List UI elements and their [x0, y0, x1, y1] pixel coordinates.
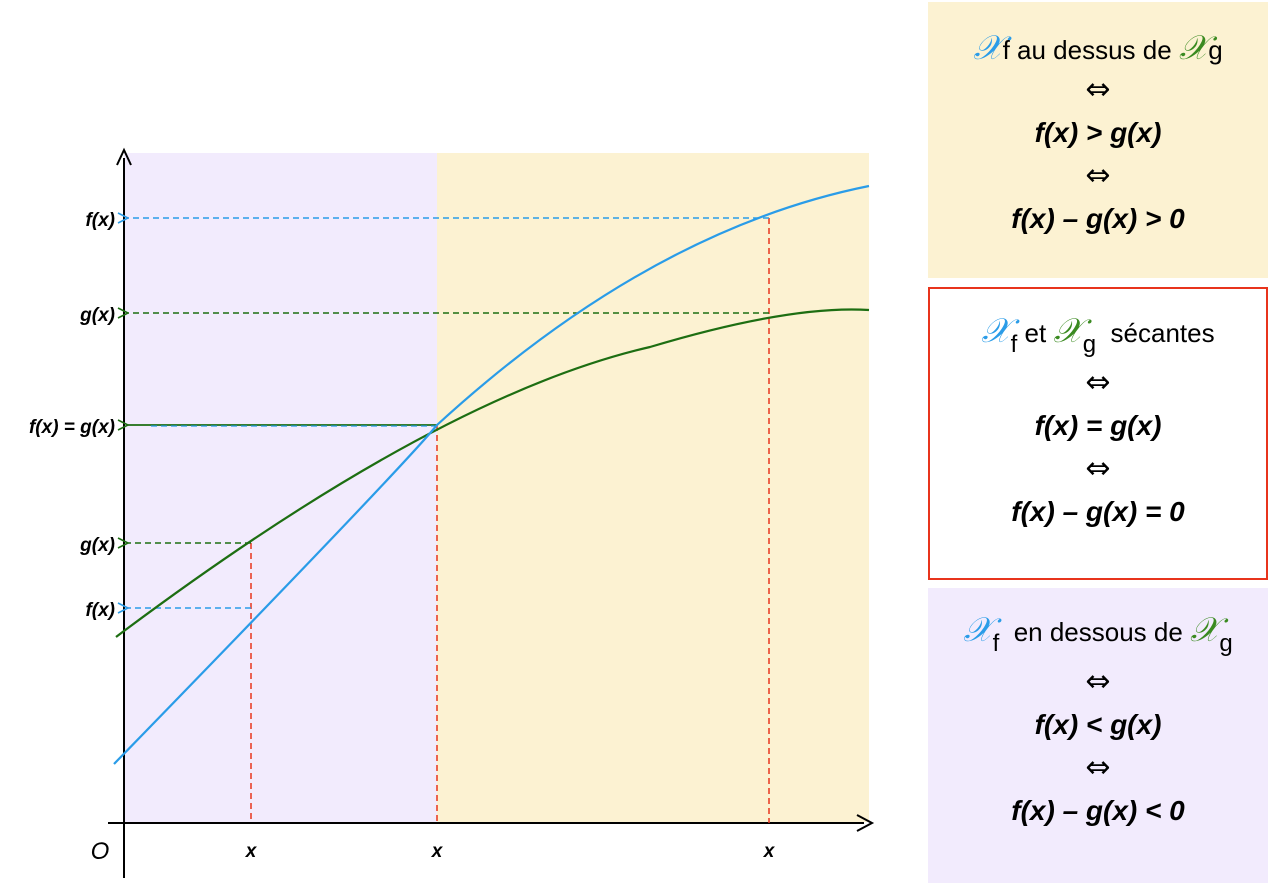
y-label-right-f: f(x): [85, 210, 115, 231]
panel-secant-heading: 𝒳f et 𝒳g sécantes: [930, 311, 1266, 358]
panel-secant-text: et: [1017, 318, 1054, 348]
panel-below-text: en dessous de: [999, 617, 1191, 647]
equivalence-icon: ⇔: [1085, 365, 1111, 400]
equivalence-icon: ⇔: [1085, 451, 1111, 486]
curve-g-symbol: 𝒳: [1053, 311, 1083, 351]
x-tick-middle: x: [431, 841, 444, 862]
inequality-f-greater-g: f(x) > g(x): [1034, 117, 1162, 148]
region-f-above-g: [437, 153, 869, 822]
equivalence-icon: ⇔: [1085, 158, 1111, 193]
region-f-below-g: [124, 153, 437, 822]
y-label-intersection: f(x) = g(x): [29, 417, 115, 438]
difference-positive: f(x) – g(x) > 0: [1011, 203, 1185, 234]
function-comparison-diagram: f(x) g(x) f(x) = g(x) g(x) f(x) O x x x: [29, 147, 875, 878]
curve-f-subscript: f: [1002, 35, 1010, 65]
panel-below-heading: 𝒳f en dessous de 𝒳g: [928, 610, 1268, 657]
curve-f-symbol: 𝒳: [963, 610, 993, 650]
difference-negative: f(x) – g(x) < 0: [1011, 795, 1185, 826]
equation-f-equals-g: f(x) = g(x): [1034, 410, 1162, 441]
x-tick-right: x: [763, 841, 776, 862]
panel-f-above-g: 𝒳f au dessus de 𝒳g ⇔ f(x) > g(x) ⇔ f(x) …: [928, 2, 1268, 278]
panel-above-heading: 𝒳f au dessus de 𝒳g: [928, 28, 1268, 70]
panel-f-below-g: 𝒳f en dessous de 𝒳g ⇔ f(x) < g(x) ⇔ f(x)…: [928, 588, 1268, 883]
origin-label: O: [91, 838, 110, 865]
difference-zero: f(x) – g(x) = 0: [1011, 496, 1185, 527]
curve-g-symbol: 𝒳: [1190, 610, 1220, 650]
curve-g-subscript: g: [1219, 630, 1233, 657]
equivalence-icon: ⇔: [1085, 750, 1111, 785]
curve-f-symbol: 𝒳: [981, 311, 1011, 351]
y-label-left-f: f(x): [85, 600, 115, 621]
curve-g-symbol: 𝒳: [1178, 28, 1209, 68]
inequality-f-less-g: f(x) < g(x): [1034, 709, 1162, 740]
panel-secant: 𝒳f et 𝒳g sécantes ⇔ f(x) = g(x) ⇔ f(x) –…: [928, 287, 1268, 580]
curve-g-subscript: g: [1082, 331, 1097, 358]
curve-f-subscript: f: [1010, 331, 1018, 358]
panel-above-text: au dessus de: [1009, 35, 1179, 65]
curve-g: [115, 308, 870, 638]
curve-f-subscript: f: [992, 630, 1000, 657]
equivalence-icon: ⇔: [1085, 664, 1111, 699]
curve-f: [113, 184, 870, 765]
y-label-right-g: g(x): [79, 305, 115, 326]
curve-g-subscript: g: [1208, 35, 1223, 65]
x-tick-left: x: [245, 841, 258, 862]
y-axis-arrowhead: [116, 147, 132, 166]
panel-secant-text-2: sécantes: [1096, 318, 1215, 348]
curve-f-symbol: 𝒳: [973, 28, 1003, 68]
equivalence-icon: ⇔: [1085, 72, 1111, 107]
x-axis-arrowhead: [856, 814, 875, 832]
y-label-left-g: g(x): [79, 535, 115, 556]
